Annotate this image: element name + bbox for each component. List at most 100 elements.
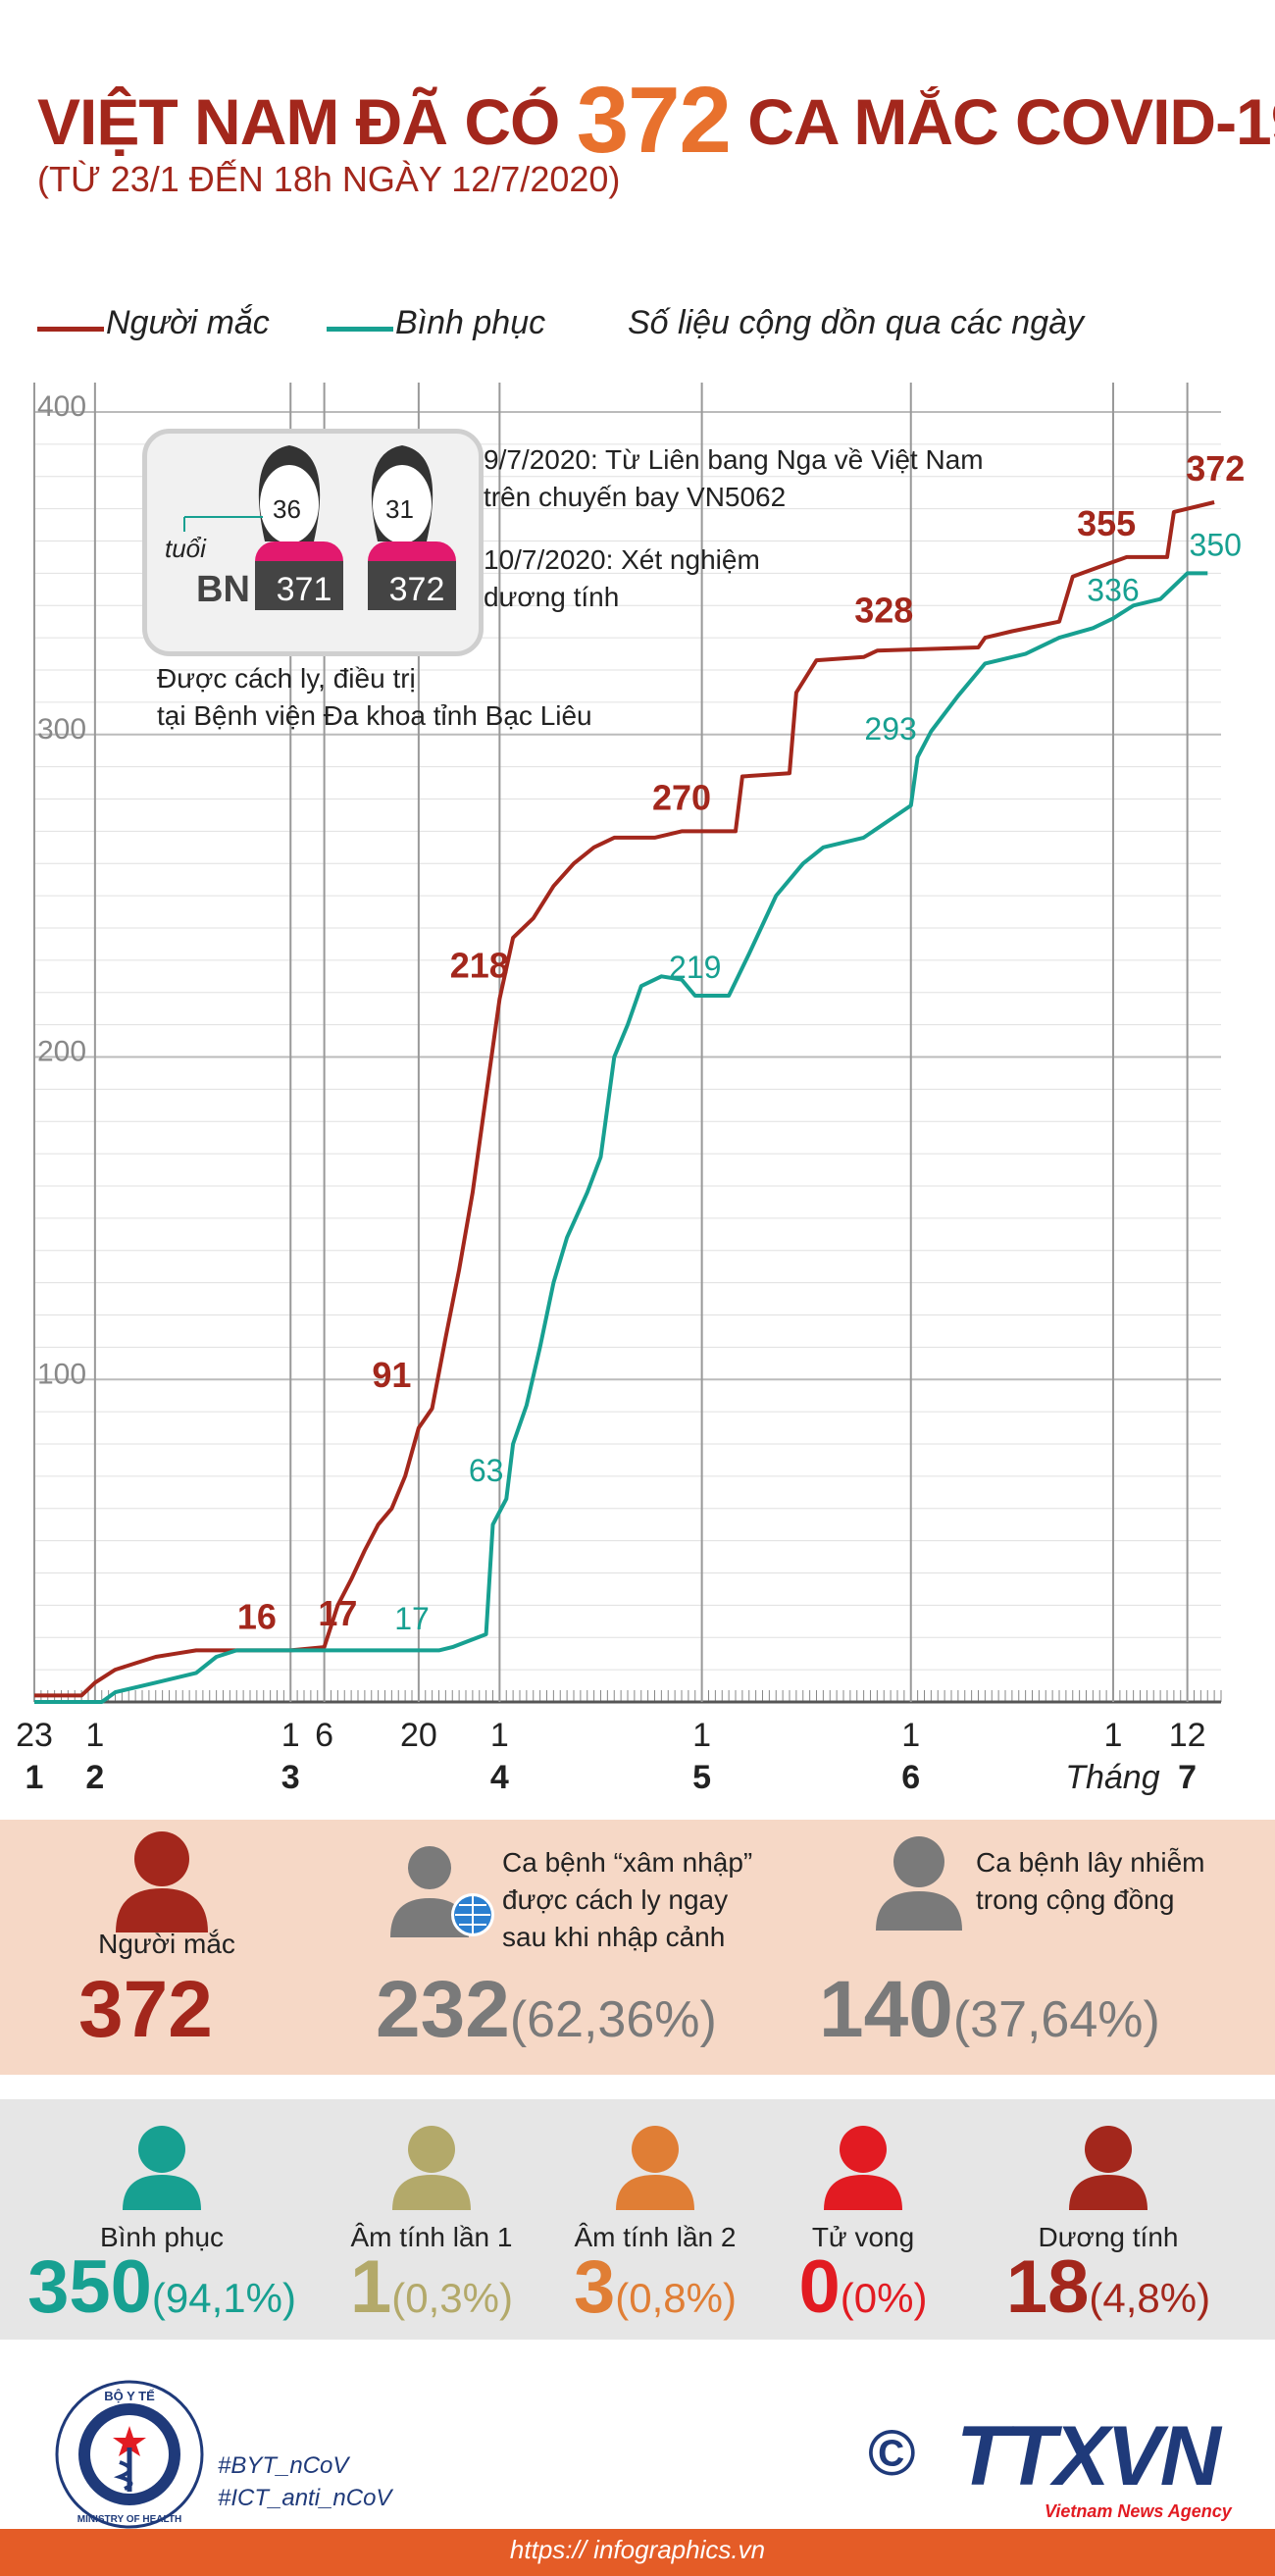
stat-imported-value: 232(62,36%) — [376, 1964, 717, 2056]
person-icon — [123, 2126, 201, 2210]
legend-recovered-label: Bình phục — [395, 304, 546, 341]
logo-text-top: BỘ Y TẾ — [104, 2389, 155, 2403]
age-label: tuổi — [165, 534, 206, 563]
person-icon — [824, 2126, 902, 2210]
note-line-4: dương tính — [484, 582, 620, 612]
stat-imported-label-1: Ca bệnh “xâm nhập” — [502, 1847, 753, 1878]
x-tick-month-label: 2 — [85, 1759, 104, 1796]
patient1-age: 36 — [273, 494, 301, 524]
female-patient-icon — [368, 445, 456, 610]
stat-imported-label-3: sau khi nhập cảnh — [502, 1922, 726, 1952]
agency-subtitle: Vietnam News Agency — [1045, 2501, 1232, 2521]
copyright-icon: © — [868, 2416, 916, 2489]
stat-community-value: 140(37,64%) — [819, 1964, 1160, 2056]
outcome-label: Âm tính lần 2 — [574, 2222, 737, 2252]
logo-text-bottom: MINISTRY OF HEALTH — [77, 2514, 181, 2525]
x-tick-month-label: 5 — [692, 1759, 711, 1796]
imported-case-icon — [390, 1846, 494, 1937]
recovered-data-label: 219 — [669, 950, 721, 985]
cases-data-label: 355 — [1077, 503, 1136, 543]
outcome-value: 0(0%) — [706, 2244, 1020, 2330]
cases-data-label: 218 — [450, 945, 509, 985]
recovered-data-label: 17 — [394, 1601, 430, 1636]
x-tick-day-label: 1 — [281, 1717, 300, 1754]
hashtag-1: #BYT_nCoV — [218, 2452, 349, 2479]
cases-data-label: 16 — [237, 1596, 277, 1636]
page-title: VIỆT NAM ĐÃ CÓ 372 CA MẮC COVID-19 — [37, 67, 1275, 175]
outcome-value: 350(94,1%) — [5, 2244, 319, 2330]
title-pre: VIỆT NAM ĐÃ CÓ — [37, 85, 560, 158]
note-line-2: trên chuyến bay VN5062 — [484, 482, 787, 512]
patient2-age: 31 — [385, 494, 414, 524]
cases-data-label: 17 — [318, 1593, 357, 1633]
footer-url: https:// infographics.vn — [509, 2535, 766, 2564]
stat-community-pct: (37,64%) — [952, 1991, 1160, 2048]
note-line-5: Được cách ly, điều trị — [157, 663, 416, 694]
x-tick-month-label: 1 — [26, 1759, 44, 1796]
x-tick-day-label: 1 — [85, 1717, 104, 1754]
ministry-of-health-logo: BỘ Y TẾ MINISTRY OF HEALTH — [55, 2380, 204, 2529]
ttxvn-logo: TTXVN — [956, 2409, 1221, 2503]
footer-bar — [0, 2529, 1275, 2576]
outcome-pct: (0,8%) — [615, 2275, 737, 2321]
x-tick-day-label: 20 — [400, 1717, 437, 1754]
bn-label: BN — [196, 569, 250, 610]
outcome-label: Âm tính lần 1 — [350, 2222, 513, 2252]
x-tick-day-label: 1 — [1104, 1717, 1123, 1754]
patient2-id: 372 — [388, 571, 445, 608]
x-tick-day-label: 12 — [1169, 1717, 1206, 1754]
stat-imported-label-2: được cách ly ngay — [502, 1884, 729, 1915]
stats-band-cases — [0, 1820, 1275, 2075]
outcome-pct: (0%) — [840, 2275, 928, 2321]
month-word-label: Tháng — [1065, 1759, 1159, 1796]
stat-cases-label: Người mắc — [98, 1929, 235, 1959]
x-tick-month-label: 3 — [281, 1759, 300, 1796]
legend-cases-label: Người mắc — [106, 304, 270, 341]
cases-data-label: 270 — [652, 777, 711, 817]
x-tick-day-label: 6 — [315, 1717, 333, 1754]
x-tick-day-label: 1 — [692, 1717, 711, 1754]
y-tick-label: 300 — [37, 713, 86, 746]
cases-data-label: 372 — [1186, 448, 1245, 489]
recovered-data-label: 350 — [1190, 527, 1242, 562]
outcome-label: Dương tính — [1038, 2222, 1179, 2252]
note-line-1: 9/7/2020: Từ Liên bang Nga về Việt Nam — [484, 444, 984, 475]
x-tick-month-label: 7 — [1178, 1759, 1197, 1796]
community-case-icon — [876, 1836, 962, 1931]
x-tick-day-label: 1 — [901, 1717, 920, 1754]
stat-cases-value: 372 — [78, 1965, 213, 2054]
x-tick-day-label: 1 — [490, 1717, 509, 1754]
outcome-pct: (4,8%) — [1089, 2275, 1211, 2321]
recovered-series-line — [34, 571, 1208, 1704]
hashtag-2: #ICT_anti_nCoV — [218, 2485, 392, 2511]
outcome-label: Bình phục — [99, 2222, 225, 2252]
female-patient-icon — [255, 445, 343, 610]
y-axis-ticks: 100 200 300 400 — [37, 390, 86, 1390]
outcome-number: 18 — [1005, 2245, 1090, 2329]
outcome-label: Tử vong — [811, 2222, 915, 2252]
recovered-data-label: 293 — [864, 711, 916, 747]
outcome-number: 0 — [798, 2245, 841, 2329]
stat-community-label-2: trong cộng đồng — [976, 1884, 1175, 1915]
x-tick-month-label: 6 — [901, 1759, 920, 1796]
stat-imported-number: 232 — [376, 1965, 510, 2054]
title-number: 372 — [576, 68, 732, 173]
chart-grid — [33, 383, 1222, 1704]
note-line-6: tại Bệnh viện Đa khoa tỉnh Bạc Liêu — [157, 700, 592, 731]
person-icon — [1069, 2126, 1148, 2210]
outcome-value: 3(0,8%) — [498, 2244, 812, 2330]
outcome-number: 1 — [350, 2245, 392, 2329]
outcome-pct: (0,3%) — [391, 2275, 513, 2321]
page-subtitle: (TỪ 23/1 ĐẾN 18h NGÀY 12/7/2020) — [37, 159, 621, 199]
legend-cases-swatch — [37, 327, 104, 332]
person-icon — [392, 2126, 471, 2210]
patient-annotation-box: 36 31 tuổi BN 371 372 — [142, 429, 484, 656]
recovered-data-label: 336 — [1087, 572, 1139, 607]
stat-community-label-1: Ca bệnh lây nhiễm — [976, 1847, 1205, 1878]
legend-note: Số liệu cộng dồn qua các ngày — [628, 304, 1085, 341]
cases-data-label: 328 — [854, 591, 913, 631]
x-tick-month-label: 4 — [490, 1759, 509, 1796]
x-tick-day-label: 23 — [16, 1717, 53, 1754]
